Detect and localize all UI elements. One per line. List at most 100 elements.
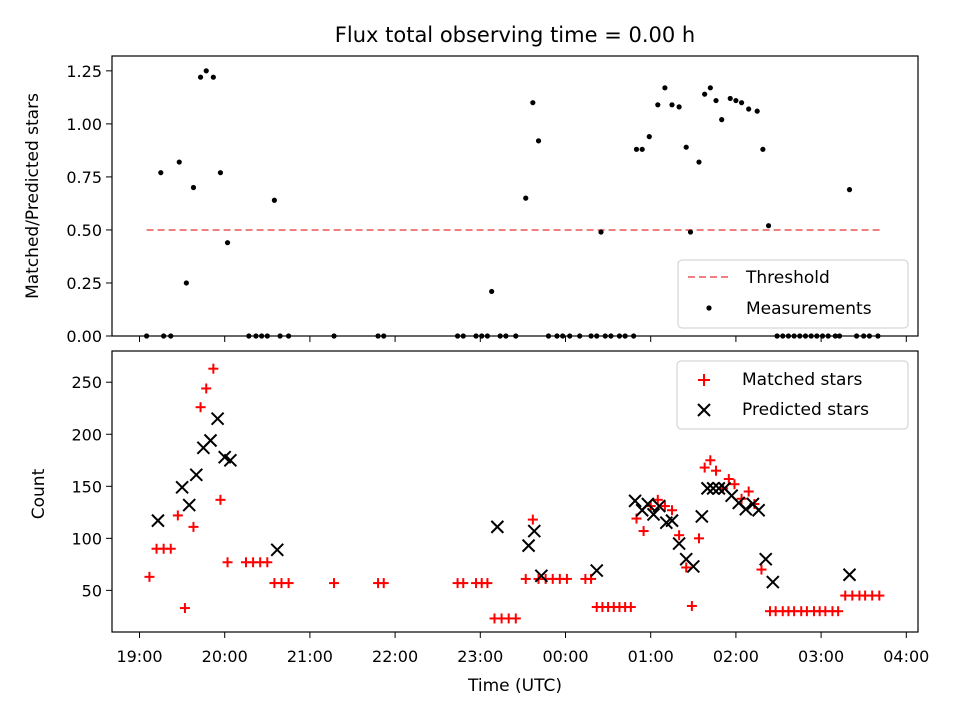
predicted-star-point <box>270 543 284 557</box>
predicted-x-b <box>652 499 666 513</box>
matched-star-point <box>201 383 212 394</box>
measurement-point <box>713 97 719 104</box>
measurement-point <box>646 134 652 140</box>
predicted-x-b <box>223 453 238 467</box>
matched-star-point <box>215 494 226 505</box>
matched-star-point <box>625 602 636 613</box>
predicted-x-b <box>732 496 746 510</box>
legend-measurements-swatch <box>706 305 712 311</box>
predicted-x-b <box>665 513 679 528</box>
x-tick-label: 21:00 <box>287 647 333 666</box>
bottom-x-ticks: 19:00 20:00 21:00 22:00 23:00 00:00 01:00 02:00… <box>116 632 929 666</box>
predicted-x-b <box>842 568 857 582</box>
bottom-y-tick-label: 200 <box>71 425 102 444</box>
predicted-star-point <box>628 494 642 508</box>
matched-star-point <box>222 557 233 568</box>
matched-star-point <box>482 578 493 589</box>
measurement-point <box>760 146 766 152</box>
x-tick-label: 23:00 <box>457 647 503 666</box>
matched-star-point <box>667 505 677 516</box>
bottom-panel: 50 100 150 200 250 19:00 20:00 21:00 22:00 23:00… <box>29 350 929 696</box>
matched-star-point <box>756 564 767 575</box>
measurement-point <box>176 159 182 165</box>
predicted-star-points <box>151 411 857 589</box>
measurement-point <box>746 106 752 112</box>
predicted-star-point <box>182 498 196 512</box>
matched-star-point <box>743 486 754 497</box>
predicted-star-point <box>842 568 857 582</box>
matched-star-point <box>674 530 685 541</box>
predicted-x-b <box>717 481 732 496</box>
bottom-legend: Matched stars Predicted stars <box>676 360 909 430</box>
x-tick-label: 01:00 <box>628 647 674 666</box>
matched-star-point <box>659 501 670 512</box>
predicted-star-point <box>521 538 536 553</box>
matched-star-point <box>378 578 389 589</box>
bottom-y-tick-label: 50 <box>82 581 102 600</box>
x-tick-label: 22:00 <box>372 647 418 666</box>
predicted-x-b <box>182 498 196 512</box>
chart-title: Flux total observing time = 0.00 h <box>335 23 695 47</box>
matched-star-point <box>165 543 176 554</box>
measurement-point <box>210 74 216 80</box>
matched-star-point <box>527 514 538 525</box>
legend-predicted-label: Predicted stars <box>742 400 869 420</box>
predicted-x-b <box>712 481 726 496</box>
predicted-star-point <box>490 520 505 534</box>
measurement-point <box>683 144 689 150</box>
predicted-x-b <box>210 411 225 426</box>
top-y-tick-label: 1.25 <box>66 62 102 81</box>
predicted-x-b <box>527 524 541 538</box>
matched-star-point <box>179 603 190 614</box>
measurement-point <box>523 195 529 201</box>
predicted-star-point <box>223 453 238 467</box>
predicted-x-b <box>521 538 536 553</box>
bottom-axes-frame <box>111 350 919 633</box>
matched-star-point <box>699 462 710 473</box>
predicted-star-point <box>695 509 709 524</box>
predicted-x-b <box>695 509 709 524</box>
matched-star-point <box>458 578 469 589</box>
measurement-point <box>530 100 536 106</box>
bottom-y-tick-label: 250 <box>71 373 102 392</box>
top-legend-box <box>677 259 909 329</box>
matched-star-point <box>208 363 219 374</box>
measurement-point <box>702 91 708 97</box>
matched-star-point <box>652 494 663 505</box>
predicted-x-b <box>700 481 715 496</box>
measurement-point <box>217 170 224 176</box>
matched-star-point <box>510 613 521 624</box>
top-y-tick-label: 1.00 <box>66 115 102 134</box>
top-y-tick-label: 0.50 <box>66 221 102 240</box>
bottom-y-tick-label: 100 <box>71 529 102 548</box>
matched-star-point <box>172 510 183 521</box>
top-legend: Threshold Measurements <box>677 259 909 329</box>
predicted-star-point <box>712 481 726 496</box>
measurement-point <box>271 197 277 203</box>
predicted-x-b <box>590 563 604 578</box>
measurement-point <box>203 68 209 74</box>
predicted-x-b <box>203 433 218 448</box>
predicted-star-point <box>203 433 218 448</box>
predicted-x-b <box>646 507 661 522</box>
measurement-point <box>754 108 760 114</box>
predicted-x-b <box>175 480 189 495</box>
measurement-point <box>765 223 772 229</box>
x-tick-label: 03:00 <box>798 647 844 666</box>
x-tick-label: 00:00 <box>542 647 588 666</box>
measurement-point <box>719 117 725 123</box>
bottom-y-tick-label: 150 <box>71 477 102 496</box>
bottom-y-axis-label: Count <box>29 468 49 519</box>
matched-star-point <box>329 578 340 589</box>
matched-star-point <box>561 573 572 584</box>
top-y-tick-label: 0.00 <box>66 327 102 346</box>
predicted-x-b <box>672 536 686 551</box>
x-tick-label: 20:00 <box>202 647 248 666</box>
bottom-legend-box <box>676 360 909 430</box>
legend-matched-label: Matched stars <box>742 370 862 390</box>
matched-star-point <box>681 562 692 573</box>
measurement-point <box>489 288 495 295</box>
predicted-star-point <box>751 503 766 517</box>
predicted-x-b <box>270 543 284 557</box>
predicted-star-point <box>766 575 780 589</box>
